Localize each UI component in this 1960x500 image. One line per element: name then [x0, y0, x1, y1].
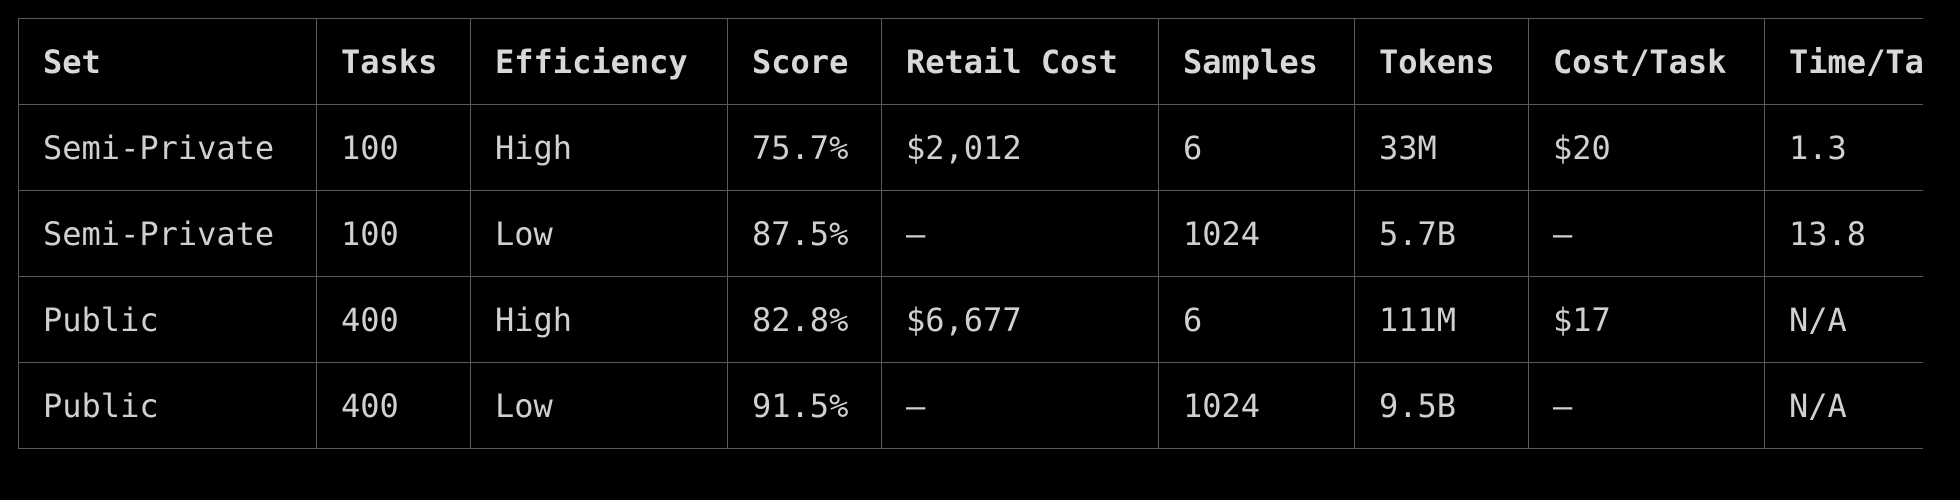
cell-score: 91.5%: [727, 362, 882, 449]
cell-score: 75.7%: [727, 104, 882, 191]
cell-efficiency: High: [470, 104, 728, 191]
cell-retail-cost: $2,012: [881, 104, 1159, 191]
cell-cost-per-task: –: [1528, 190, 1765, 277]
cell-set: Public: [18, 276, 317, 363]
column-header-time-per-task: Time/Task: [1764, 18, 1923, 105]
column-header-tasks: Tasks: [316, 18, 471, 105]
cell-cost-per-task: $17: [1528, 276, 1765, 363]
cell-tokens: 9.5B: [1354, 362, 1529, 449]
cell-retail-cost: –: [881, 362, 1159, 449]
table-row: Semi-Private 100 High 75.7% $2,012 6 33M…: [18, 104, 1923, 191]
cell-set: Semi-Private: [18, 190, 317, 277]
cell-set: Semi-Private: [18, 104, 317, 191]
cell-time-per-task: 1.3: [1764, 104, 1923, 191]
cell-samples: 6: [1158, 276, 1355, 363]
column-header-efficiency: Efficiency: [470, 18, 728, 105]
cell-retail-cost: $6,677: [881, 276, 1159, 363]
cell-tasks: 400: [316, 362, 471, 449]
cell-cost-per-task: –: [1528, 362, 1765, 449]
header-row: Set Tasks Efficiency Score Retail Cost S…: [18, 18, 1923, 105]
cell-tokens: 33M: [1354, 104, 1529, 191]
column-header-retail-cost: Retail Cost: [881, 18, 1159, 105]
cell-samples: 1024: [1158, 362, 1355, 449]
cell-retail-cost: –: [881, 190, 1159, 277]
column-header-cost-per-task: Cost/Task: [1528, 18, 1765, 105]
cell-cost-per-task: $20: [1528, 104, 1765, 191]
table-row: Public 400 Low 91.5% – 1024 9.5B – N/A: [18, 362, 1923, 449]
cell-efficiency: Low: [470, 190, 728, 277]
results-table: Set Tasks Efficiency Score Retail Cost S…: [18, 18, 1923, 449]
column-header-samples: Samples: [1158, 18, 1355, 105]
cell-efficiency: High: [470, 276, 728, 363]
cell-tasks: 100: [316, 104, 471, 191]
cell-score: 87.5%: [727, 190, 882, 277]
cell-tasks: 100: [316, 190, 471, 277]
cell-time-per-task: N/A: [1764, 362, 1923, 449]
cell-samples: 6: [1158, 104, 1355, 191]
cell-time-per-task: N/A: [1764, 276, 1923, 363]
cell-tokens: 111M: [1354, 276, 1529, 363]
cell-tokens: 5.7B: [1354, 190, 1529, 277]
table-row: Semi-Private 100 Low 87.5% – 1024 5.7B –…: [18, 190, 1923, 277]
cell-time-per-task: 13.8: [1764, 190, 1923, 277]
column-header-set: Set: [18, 18, 317, 105]
cell-set: Public: [18, 362, 317, 449]
column-header-tokens: Tokens: [1354, 18, 1529, 105]
cell-samples: 1024: [1158, 190, 1355, 277]
cell-tasks: 400: [316, 276, 471, 363]
table-viewport: Set Tasks Efficiency Score Retail Cost S…: [18, 18, 1923, 456]
cell-score: 82.8%: [727, 276, 882, 363]
cell-efficiency: Low: [470, 362, 728, 449]
table-row: Public 400 High 82.8% $6,677 6 111M $17 …: [18, 276, 1923, 363]
column-header-score: Score: [727, 18, 882, 105]
